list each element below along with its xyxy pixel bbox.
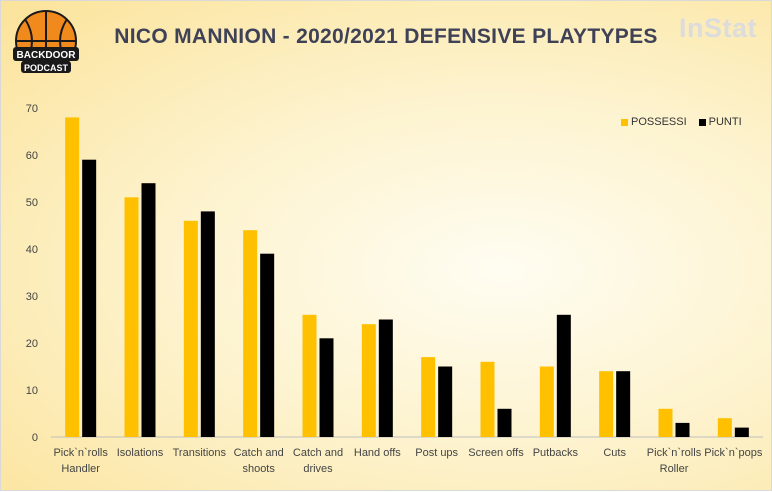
bar-possessi: [717, 418, 732, 437]
legend-label-possessi: POSSESSI: [631, 116, 687, 128]
x-tick-label: Roller: [660, 463, 689, 475]
bar-possessi: [65, 117, 80, 438]
chart-title: NICO MANNION - 2020/2021 DEFENSIVE PLAYT…: [114, 25, 658, 48]
x-tick-label: Isolations: [117, 447, 164, 459]
x-tick-label: Handler: [61, 463, 100, 475]
instat-brand: InStat: [678, 13, 757, 43]
bar-possessi: [302, 314, 317, 437]
x-tick-label: drives: [303, 463, 333, 475]
x-tick-label: Hand offs: [354, 447, 401, 459]
y-tick-label: 40: [26, 244, 38, 256]
bar-punti: [378, 319, 393, 437]
x-tick-label: Transitions: [173, 447, 227, 459]
legend-label-punti: PUNTI: [708, 116, 742, 128]
bar-possessi: [183, 220, 198, 437]
bar-possessi: [480, 361, 495, 437]
backdoor-podcast-logo: BACKDOOR PODCAST: [13, 10, 79, 73]
x-tick-label: Putbacks: [533, 447, 579, 459]
legend-swatch-punti: [698, 118, 706, 126]
y-tick-label: 60: [26, 150, 38, 162]
y-tick-label: 10: [26, 385, 38, 397]
bar-possessi: [421, 357, 436, 437]
bar-punti: [200, 211, 215, 437]
y-tick-label: 0: [32, 432, 38, 444]
x-tick-label: Catch and: [234, 447, 284, 459]
bar-punti: [82, 159, 97, 437]
bar-punti: [616, 371, 631, 437]
y-tick-label: 20: [26, 338, 38, 350]
bar-punti: [438, 366, 453, 437]
x-tick-label: Pick`n`rolls: [53, 447, 108, 459]
bar-punti: [556, 314, 571, 437]
bar-possessi: [243, 230, 258, 437]
bar-possessi: [658, 408, 673, 437]
x-tick-label: Catch and: [293, 447, 343, 459]
logo-bottom-text: PODCAST: [24, 63, 69, 73]
bar-punti: [260, 253, 275, 437]
bar-possessi: [539, 366, 554, 437]
legend: POSSESSI PUNTI: [621, 116, 742, 128]
legend-item-punti: PUNTI: [698, 116, 742, 128]
y-tick-label: 30: [26, 291, 38, 303]
x-tick-label: Pick`n`pops: [704, 447, 763, 459]
bar-punti: [734, 427, 749, 437]
x-tick-label: Post ups: [415, 447, 458, 459]
bar-punti: [675, 422, 690, 437]
x-tick-label: Pick`n`rolls: [647, 447, 702, 459]
bar-punti: [319, 338, 334, 437]
x-tick-label: Cuts: [603, 447, 626, 459]
bar-punti: [497, 408, 512, 437]
x-tick-label: shoots: [242, 463, 275, 475]
legend-swatch-possessi: [621, 118, 628, 126]
bar-possessi: [361, 324, 376, 437]
y-tick-label: 50: [26, 197, 38, 209]
bar-punti: [141, 183, 156, 437]
logo-top-text: BACKDOOR: [17, 50, 77, 61]
legend-item-possessi: POSSESSI: [621, 116, 687, 128]
x-tick-label: Screen offs: [468, 447, 524, 459]
bar-possessi: [124, 197, 139, 437]
bar-possessi: [599, 371, 614, 437]
y-tick-label: 70: [26, 103, 38, 115]
